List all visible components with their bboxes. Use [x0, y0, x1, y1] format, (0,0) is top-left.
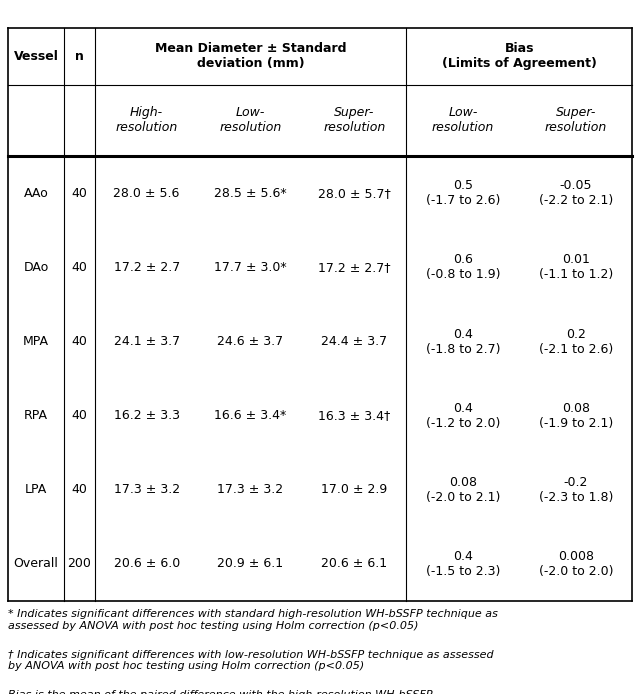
Text: 0.6
(-0.8 to 1.9): 0.6 (-0.8 to 1.9) — [426, 253, 500, 281]
Text: 0.2
(-2.1 to 2.6): 0.2 (-2.1 to 2.6) — [539, 328, 613, 355]
Text: 16.2 ± 3.3: 16.2 ± 3.3 — [114, 409, 180, 422]
Text: 17.3 ± 3.2: 17.3 ± 3.2 — [218, 483, 284, 496]
Text: 0.4
(-1.5 to 2.3): 0.4 (-1.5 to 2.3) — [426, 550, 500, 578]
Text: 17.3 ± 3.2: 17.3 ± 3.2 — [114, 483, 180, 496]
Text: 28.0 ± 5.6: 28.0 ± 5.6 — [113, 187, 180, 200]
Text: 20.6 ± 6.1: 20.6 ± 6.1 — [321, 557, 387, 570]
Text: 0.5
(-1.7 to 2.6): 0.5 (-1.7 to 2.6) — [426, 179, 500, 208]
Text: 28.0 ± 5.7†: 28.0 ± 5.7† — [318, 187, 391, 200]
Text: 24.6 ± 3.7: 24.6 ± 3.7 — [218, 335, 284, 348]
Text: Super-
resolution: Super- resolution — [545, 106, 607, 135]
Text: 24.4 ± 3.7: 24.4 ± 3.7 — [321, 335, 387, 348]
Text: 16.6 ± 3.4*: 16.6 ± 3.4* — [214, 409, 287, 422]
Text: 40: 40 — [72, 335, 87, 348]
Text: -0.2
(-2.3 to 1.8): -0.2 (-2.3 to 1.8) — [539, 476, 613, 504]
Text: 28.5 ± 5.6*: 28.5 ± 5.6* — [214, 187, 287, 200]
Text: 16.3 ± 3.4†: 16.3 ± 3.4† — [318, 409, 390, 422]
Text: 0.008
(-2.0 to 2.0): 0.008 (-2.0 to 2.0) — [539, 550, 613, 578]
Text: 0.4
(-1.2 to 2.0): 0.4 (-1.2 to 2.0) — [426, 402, 500, 430]
Text: Low-
resolution: Low- resolution — [432, 106, 494, 135]
Text: 17.0 ± 2.9: 17.0 ± 2.9 — [321, 483, 388, 496]
Text: Low-
resolution: Low- resolution — [220, 106, 282, 135]
Text: 40: 40 — [72, 187, 87, 200]
Text: 17.2 ± 2.7: 17.2 ± 2.7 — [113, 261, 180, 274]
Text: 0.08
(-1.9 to 2.1): 0.08 (-1.9 to 2.1) — [539, 402, 613, 430]
Text: 20.9 ± 6.1: 20.9 ± 6.1 — [218, 557, 284, 570]
Text: 0.01
(-1.1 to 1.2): 0.01 (-1.1 to 1.2) — [539, 253, 613, 281]
Text: Bias
(Limits of Agreement): Bias (Limits of Agreement) — [442, 42, 596, 70]
Text: Overall: Overall — [13, 557, 59, 570]
Text: Vessel: Vessel — [13, 50, 59, 62]
Text: n: n — [75, 50, 84, 62]
Text: 40: 40 — [72, 483, 87, 496]
Text: Bias is the mean of the paired difference with the high-resolution WH-bSSFP: Bias is the mean of the paired differenc… — [8, 690, 433, 694]
Text: 40: 40 — [72, 409, 87, 422]
Text: * Indicates significant differences with standard high-resolution WH-bSSFP techn: * Indicates significant differences with… — [8, 609, 498, 631]
Text: † Indicates significant differences with low-resolution WH-bSSFP technique as as: † Indicates significant differences with… — [8, 650, 494, 671]
Text: Mean Diameter ± Standard
deviation (mm): Mean Diameter ± Standard deviation (mm) — [155, 42, 346, 70]
Text: MPA: MPA — [23, 335, 49, 348]
Text: 17.2 ± 2.7†: 17.2 ± 2.7† — [318, 261, 391, 274]
Text: 0.08
(-2.0 to 2.1): 0.08 (-2.0 to 2.1) — [426, 476, 500, 504]
Text: 24.1 ± 3.7: 24.1 ± 3.7 — [114, 335, 180, 348]
Text: 40: 40 — [72, 261, 87, 274]
Text: 20.6 ± 6.0: 20.6 ± 6.0 — [113, 557, 180, 570]
Text: AAo: AAo — [24, 187, 49, 200]
Text: Super-
resolution: Super- resolution — [323, 106, 385, 135]
Text: DAo: DAo — [24, 261, 49, 274]
Text: LPA: LPA — [25, 483, 47, 496]
Text: High-
resolution: High- resolution — [116, 106, 178, 135]
Text: 17.7 ± 3.0*: 17.7 ± 3.0* — [214, 261, 287, 274]
Text: RPA: RPA — [24, 409, 48, 422]
Text: -0.05
(-2.2 to 2.1): -0.05 (-2.2 to 2.1) — [539, 179, 613, 208]
Text: 0.4
(-1.8 to 2.7): 0.4 (-1.8 to 2.7) — [426, 328, 500, 355]
Text: 200: 200 — [67, 557, 92, 570]
